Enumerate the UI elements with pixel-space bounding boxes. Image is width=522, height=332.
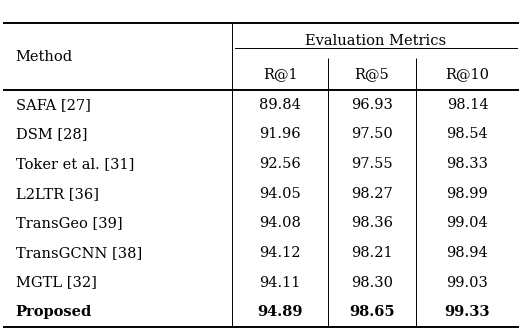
Text: R@10: R@10 xyxy=(445,67,490,81)
Text: 97.55: 97.55 xyxy=(351,157,393,171)
Text: 98.21: 98.21 xyxy=(351,246,393,260)
Text: 94.11: 94.11 xyxy=(259,276,301,290)
Text: MGTL [32]: MGTL [32] xyxy=(16,276,97,290)
Text: 98.99: 98.99 xyxy=(447,187,488,201)
Text: 99.03: 99.03 xyxy=(446,276,489,290)
Text: 98.65: 98.65 xyxy=(349,305,395,319)
Text: DSM [28]: DSM [28] xyxy=(16,127,87,141)
Text: TransGeo [39]: TransGeo [39] xyxy=(16,216,122,230)
Text: 94.89: 94.89 xyxy=(257,305,303,319)
Text: 98.30: 98.30 xyxy=(351,276,393,290)
Text: 98.94: 98.94 xyxy=(447,246,488,260)
Text: 99.33: 99.33 xyxy=(445,305,490,319)
Text: 98.14: 98.14 xyxy=(447,98,488,112)
Text: 97.50: 97.50 xyxy=(351,127,393,141)
Text: 98.36: 98.36 xyxy=(351,216,393,230)
Text: 99.04: 99.04 xyxy=(447,216,488,230)
Text: 94.12: 94.12 xyxy=(259,246,301,260)
Text: L2LTR [36]: L2LTR [36] xyxy=(16,187,99,201)
Text: TransGCNN [38]: TransGCNN [38] xyxy=(16,246,142,260)
Text: Evaluation Metrics: Evaluation Metrics xyxy=(305,34,446,48)
Text: Method: Method xyxy=(16,50,73,64)
Text: R@1: R@1 xyxy=(263,67,298,81)
Text: 98.33: 98.33 xyxy=(446,157,489,171)
Text: 94.05: 94.05 xyxy=(259,187,301,201)
Text: Proposed: Proposed xyxy=(16,305,92,319)
Text: 91.96: 91.96 xyxy=(259,127,301,141)
Text: 96.93: 96.93 xyxy=(351,98,393,112)
Text: 98.54: 98.54 xyxy=(447,127,488,141)
Text: 89.84: 89.84 xyxy=(259,98,301,112)
Text: 94.08: 94.08 xyxy=(259,216,301,230)
Text: Toker et al. [31]: Toker et al. [31] xyxy=(16,157,134,171)
Text: SAFA [27]: SAFA [27] xyxy=(16,98,90,112)
Text: R@5: R@5 xyxy=(354,67,389,81)
Text: 92.56: 92.56 xyxy=(259,157,301,171)
Text: 98.27: 98.27 xyxy=(351,187,393,201)
